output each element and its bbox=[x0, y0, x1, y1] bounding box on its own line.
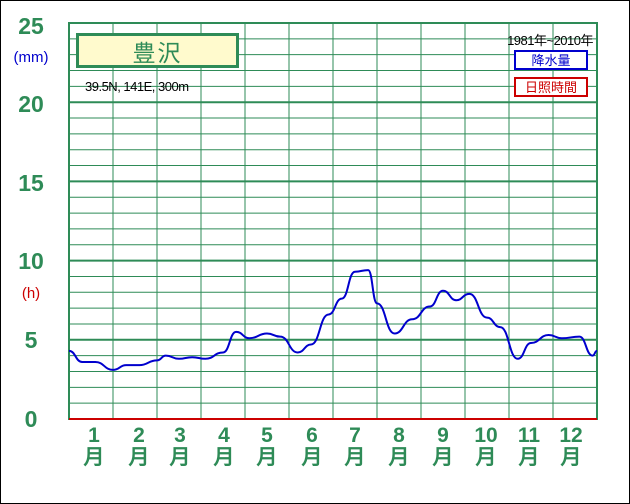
grid bbox=[69, 23, 597, 419]
y-tick-label: 25 bbox=[18, 13, 44, 39]
month-label-10: 10 月 bbox=[474, 424, 498, 469]
station-coordinates: 39.5N, 141E, 300m bbox=[85, 79, 189, 94]
y-tick-label: 10 bbox=[18, 248, 44, 274]
y-tick-label: 15 bbox=[18, 170, 44, 196]
period-label: 1981年~2010年 bbox=[507, 33, 593, 48]
y-tick-label: 5 bbox=[24, 327, 38, 353]
legend-precip: 降水量 bbox=[514, 50, 588, 70]
y-unit-sunshine: (h) bbox=[21, 285, 41, 302]
legend-sunshine: 日照時間 bbox=[514, 77, 588, 97]
month-label-11: 11 月 bbox=[517, 424, 541, 469]
series-line bbox=[68, 269, 598, 371]
series-lines bbox=[68, 269, 598, 421]
month-label-12: 12 月 bbox=[559, 424, 583, 469]
y-tick-label: 0 bbox=[24, 406, 38, 432]
y-unit-precip: (mm) bbox=[13, 49, 49, 66]
y-tick-label: 20 bbox=[18, 91, 44, 117]
station-title: 豊沢 bbox=[76, 33, 239, 68]
